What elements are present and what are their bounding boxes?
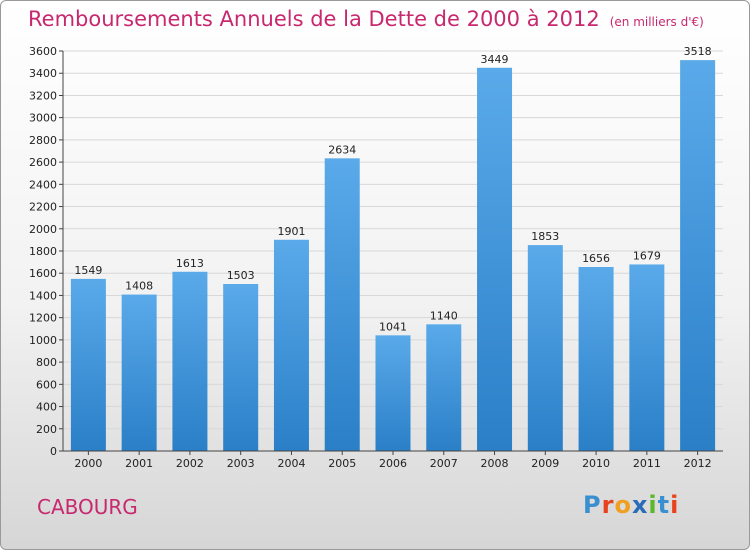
bar-2006 — [375, 335, 411, 451]
y-tick-label: 1800 — [29, 245, 57, 258]
x-tick-label-2007: 2007 — [430, 457, 458, 470]
y-tick-label: 1600 — [29, 267, 57, 280]
logo-letter: t — [657, 491, 671, 519]
value-label-2001: 1408 — [125, 280, 153, 293]
x-tick-label-2005: 2005 — [328, 457, 356, 470]
x-tick-label-2010: 2010 — [582, 457, 610, 470]
x-tick-label-2011: 2011 — [633, 457, 661, 470]
x-tick-label-2004: 2004 — [277, 457, 305, 470]
x-tick-label-2003: 2003 — [227, 457, 255, 470]
value-label-2008: 3449 — [481, 53, 509, 66]
y-tick-label: 400 — [36, 401, 57, 414]
proxiti-logo: Proxiti — [583, 491, 679, 519]
value-label-2012: 3518 — [684, 45, 712, 58]
value-label-2003: 1503 — [227, 269, 255, 282]
bar-2003 — [223, 284, 259, 451]
bar-2000 — [70, 278, 106, 451]
value-labels: 1549 1408 1613 1503 1901 2634 1041 1140 3449 1853… — [74, 45, 711, 333]
bar-2002 — [172, 271, 208, 451]
y-tick-label: 2000 — [29, 223, 57, 236]
value-label-2005: 2634 — [328, 143, 356, 156]
y-tick-label: 3200 — [29, 89, 57, 102]
bar-2010 — [578, 267, 614, 451]
logo-letter: o — [614, 491, 632, 519]
bar-2009 — [527, 245, 563, 451]
x-tick-label-2006: 2006 — [379, 457, 407, 470]
logo-letter: x — [631, 491, 649, 519]
x-tick-label-2001: 2001 — [125, 457, 153, 470]
y-tick-label: 2400 — [29, 178, 57, 191]
chart-title: Remboursements Annuels de la Dette de 20… — [28, 7, 704, 31]
y-tick-label: 2600 — [29, 156, 57, 169]
title-unit: (en milliers d'€) — [609, 15, 704, 29]
y-tick-label: 2800 — [29, 134, 57, 147]
logo-letter: i — [670, 491, 680, 519]
y-tick-label: 2200 — [29, 201, 57, 214]
y-tick-label: 600 — [36, 378, 57, 391]
logo-letter: i — [648, 491, 658, 519]
logo-letter: r — [601, 491, 615, 519]
value-label-2004: 1901 — [277, 225, 305, 238]
x-tick-label-2002: 2002 — [176, 457, 204, 470]
y-tick-label: 3400 — [29, 67, 57, 80]
bar-2012 — [680, 60, 716, 451]
value-label-2011: 1679 — [633, 249, 661, 262]
bar-2001 — [121, 294, 157, 451]
y-axis-ticks: 0 200 400 600 800 1000 1200 1400 1600 1800 2000 220… — [29, 45, 63, 458]
y-tick-label: 3600 — [29, 45, 57, 58]
bar-2007 — [426, 324, 462, 451]
y-tick-label: 1200 — [29, 312, 57, 325]
value-label-2010: 1656 — [582, 252, 610, 265]
bar-2008 — [477, 67, 513, 452]
y-tick-label: 1400 — [29, 289, 57, 302]
city-name: CABOURG — [37, 495, 138, 519]
y-tick-label: 3000 — [29, 112, 57, 125]
y-tick-label: 200 — [36, 423, 57, 436]
bars — [70, 60, 716, 452]
value-label-2007: 1140 — [430, 309, 458, 322]
bar-2005 — [324, 158, 360, 452]
title-text: Remboursements Annuels de la Dette de 20… — [28, 7, 600, 31]
bar-2011 — [629, 264, 665, 451]
value-label-2009: 1853 — [531, 230, 559, 243]
value-label-2006: 1041 — [379, 320, 407, 333]
value-label-2002: 1613 — [176, 257, 204, 270]
y-tick-label: 0 — [50, 445, 57, 458]
y-tick-label: 800 — [36, 356, 57, 369]
x-tick-label-2008: 2008 — [481, 457, 509, 470]
x-tick-label-2012: 2012 — [684, 457, 712, 470]
y-tick-label: 1000 — [29, 334, 57, 347]
x-axis-ticks: 2000 2001 2002 2003 2004 2005 2006 2007 2008 2009… — [74, 451, 712, 470]
bar-2004 — [273, 239, 309, 451]
x-tick-label-2009: 2009 — [531, 457, 559, 470]
x-tick-label-2000: 2000 — [74, 457, 102, 470]
value-label-2000: 1549 — [74, 264, 102, 277]
logo-letter: P — [583, 491, 602, 519]
